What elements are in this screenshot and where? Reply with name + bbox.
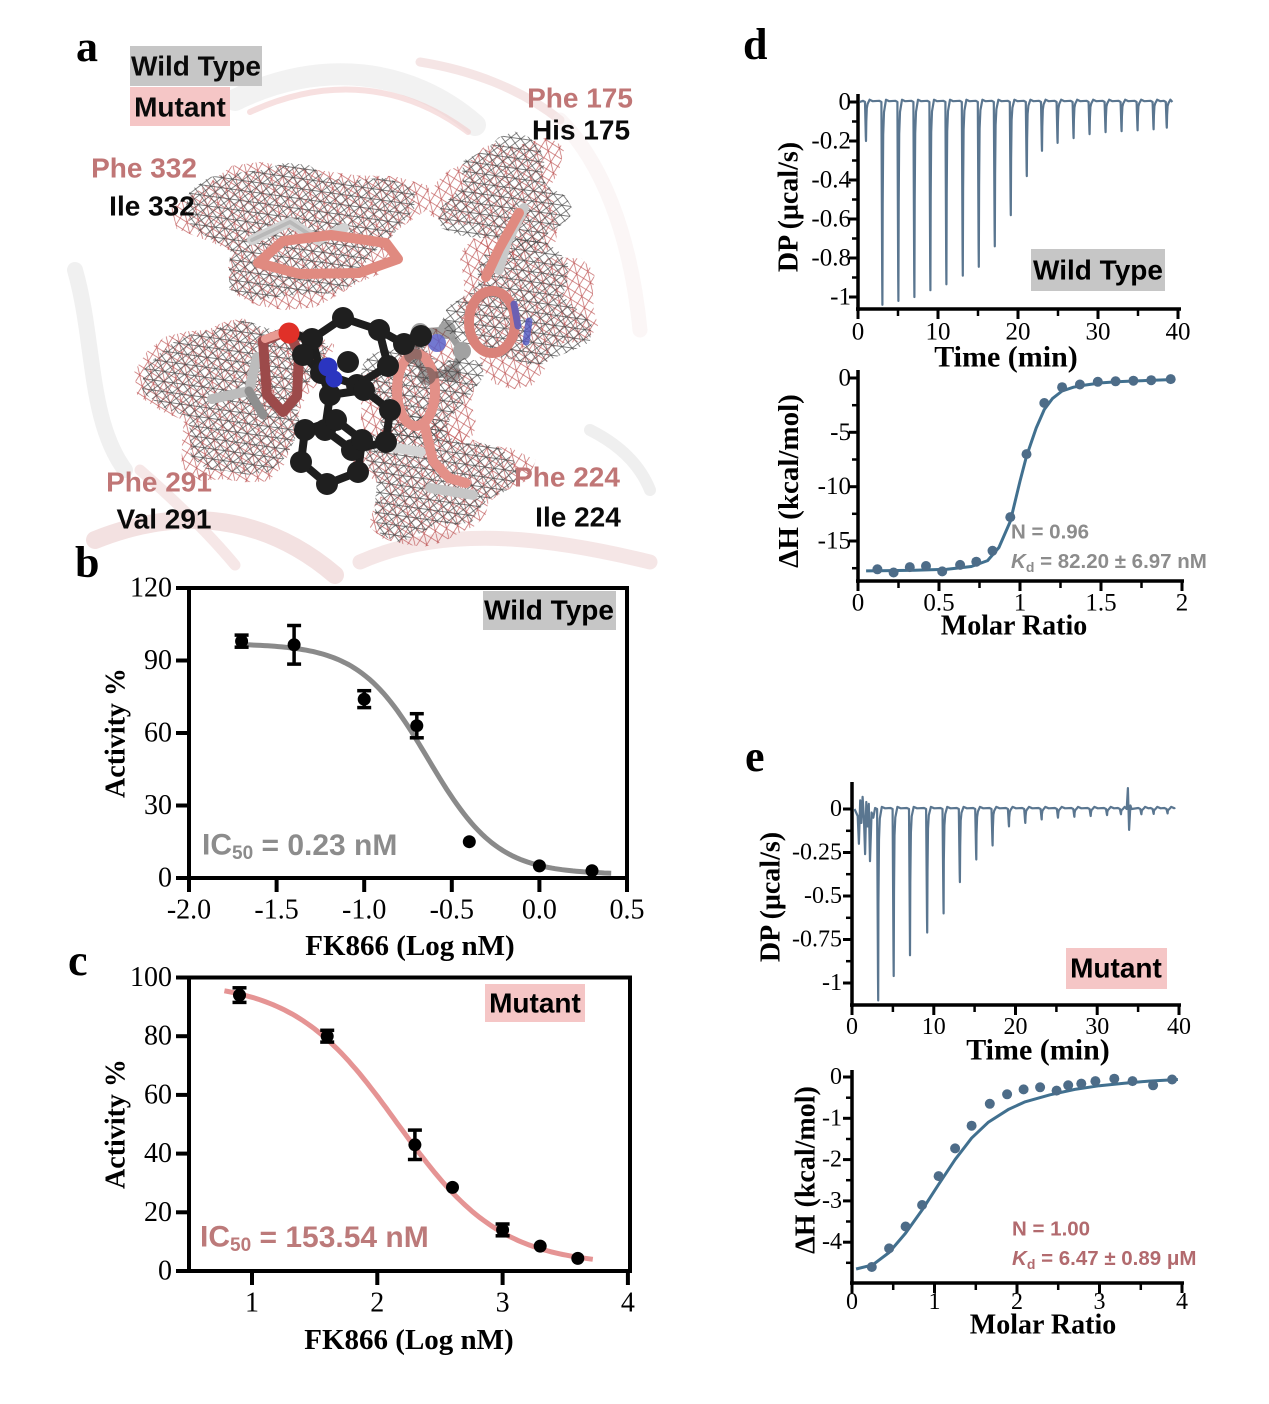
svg-text:FK866 (Log nM): FK866 (Log nM) (304, 1324, 513, 1356)
svg-text:30: 30 (1085, 1014, 1109, 1040)
svg-text:ΔH (kcal/mol): ΔH (kcal/mol) (791, 1086, 822, 1254)
svg-text:60: 60 (144, 718, 172, 749)
svg-text:Time (min): Time (min) (934, 341, 1078, 374)
svg-text:Molar Ratio: Molar Ratio (941, 611, 1087, 642)
svg-text:Mutant: Mutant (1070, 953, 1162, 984)
svg-text:Phe 291: Phe 291 (106, 467, 212, 498)
svg-text:Activity %: Activity % (101, 668, 132, 798)
svg-text:2: 2 (370, 1288, 384, 1319)
svg-text:Phe 224: Phe 224 (514, 462, 620, 493)
svg-text:e: e (745, 732, 765, 781)
svg-text:-0.2: -0.2 (811, 128, 851, 155)
svg-text:1.5: 1.5 (1085, 590, 1116, 617)
svg-text:Kd = 82.20 ± 6.97 nM: Kd = 82.20 ± 6.97 nM (1011, 550, 1207, 576)
svg-text:90: 90 (144, 645, 172, 676)
svg-text:0: 0 (852, 319, 865, 346)
svg-text:Time (min): Time (min) (966, 1034, 1110, 1067)
svg-text:N = 0.96: N = 0.96 (1011, 521, 1089, 544)
svg-text:30: 30 (1086, 319, 1111, 346)
svg-text:10: 10 (922, 1014, 946, 1040)
svg-text:Ile 224: Ile 224 (535, 502, 621, 533)
svg-text:0: 0 (158, 1256, 172, 1287)
svg-text:0: 0 (852, 590, 865, 617)
svg-text:-0.5: -0.5 (430, 895, 474, 926)
svg-text:0: 0 (839, 365, 852, 392)
svg-text:b: b (75, 538, 99, 587)
svg-text:0: 0 (830, 1064, 842, 1090)
svg-text:Kd = 6.47 ± 0.89 μM: Kd = 6.47 ± 0.89 μM (1012, 1247, 1197, 1273)
svg-text:Val 291: Val 291 (117, 504, 212, 535)
svg-text:-4: -4 (822, 1229, 842, 1255)
svg-text:Mutant: Mutant (134, 92, 226, 123)
svg-text:Mutant: Mutant (489, 988, 581, 1019)
svg-text:20: 20 (144, 1197, 172, 1228)
svg-text:1: 1 (1014, 590, 1027, 617)
svg-text:60: 60 (144, 1079, 172, 1110)
svg-text:0: 0 (839, 89, 852, 116)
svg-text:-0.8: -0.8 (811, 245, 851, 272)
svg-text:80: 80 (144, 1021, 172, 1052)
svg-text:Molar Ratio: Molar Ratio (970, 1310, 1116, 1341)
svg-text:His 175: His 175 (532, 115, 630, 146)
svg-text:DP (μcal/s): DP (μcal/s) (756, 832, 787, 962)
svg-text:-3: -3 (822, 1188, 842, 1214)
svg-text:40: 40 (1167, 1014, 1191, 1040)
svg-text:-2: -2 (822, 1147, 842, 1173)
svg-text:0: 0 (158, 863, 172, 894)
svg-text:2: 2 (1011, 1289, 1023, 1315)
svg-text:3: 3 (496, 1288, 510, 1319)
svg-text:-1: -1 (822, 1105, 842, 1131)
svg-text:Wild Type: Wild Type (1033, 255, 1163, 286)
svg-text:-0.25: -0.25 (792, 840, 842, 866)
svg-text:120: 120 (130, 573, 172, 604)
svg-text:0.5: 0.5 (610, 895, 645, 926)
svg-text:-1: -1 (822, 970, 842, 996)
svg-text:20: 20 (1006, 319, 1031, 346)
svg-text:0: 0 (846, 1289, 858, 1315)
svg-text:-1: -1 (830, 284, 851, 311)
svg-text:20: 20 (1004, 1014, 1028, 1040)
svg-text:Wild Type: Wild Type (131, 51, 261, 82)
svg-text:-0.5: -0.5 (804, 883, 842, 909)
svg-text:Activity %: Activity % (101, 1059, 132, 1189)
svg-text:30: 30 (144, 790, 172, 821)
svg-text:DP (μcal/s): DP (μcal/s) (774, 142, 805, 272)
svg-text:Phe 175: Phe 175 (527, 83, 633, 114)
svg-text:-2.0: -2.0 (167, 895, 211, 926)
svg-text:1: 1 (929, 1289, 941, 1315)
svg-text:-0.4: -0.4 (811, 167, 851, 194)
svg-text:d: d (743, 20, 767, 69)
svg-text:Wild Type: Wild Type (484, 595, 614, 626)
svg-text:c: c (68, 936, 88, 985)
svg-text:0.0: 0.0 (522, 895, 557, 926)
svg-text:40: 40 (144, 1138, 172, 1169)
svg-text:-1.0: -1.0 (342, 895, 386, 926)
svg-text:-5: -5 (830, 419, 851, 446)
svg-text:Phe 332: Phe 332 (91, 153, 197, 184)
svg-text:-0.75: -0.75 (792, 927, 842, 953)
svg-text:IC50 = 0.23 nM: IC50 = 0.23 nM (202, 829, 397, 864)
svg-text:Ile 332: Ile 332 (109, 191, 195, 222)
svg-text:2: 2 (1176, 590, 1189, 617)
svg-text:40: 40 (1166, 319, 1191, 346)
svg-text:0.5: 0.5 (923, 590, 954, 617)
svg-text:0: 0 (830, 796, 842, 822)
svg-text:10: 10 (926, 319, 951, 346)
svg-text:4: 4 (1176, 1289, 1188, 1315)
svg-text:a: a (76, 22, 98, 71)
svg-text:FK866 (Log nM): FK866 (Log nM) (305, 930, 514, 962)
svg-text:-15: -15 (818, 528, 851, 555)
svg-text:-1.5: -1.5 (254, 895, 298, 926)
svg-text:-10: -10 (818, 473, 851, 500)
svg-text:1: 1 (245, 1288, 259, 1319)
svg-text:ΔH (kcal/mol): ΔH (kcal/mol) (773, 394, 805, 568)
svg-text:0: 0 (846, 1014, 858, 1040)
svg-text:3: 3 (1094, 1289, 1106, 1315)
svg-text:-0.6: -0.6 (811, 206, 851, 233)
svg-text:N = 1.00: N = 1.00 (1012, 1218, 1090, 1241)
svg-text:100: 100 (130, 962, 172, 993)
svg-text:4: 4 (621, 1288, 635, 1319)
